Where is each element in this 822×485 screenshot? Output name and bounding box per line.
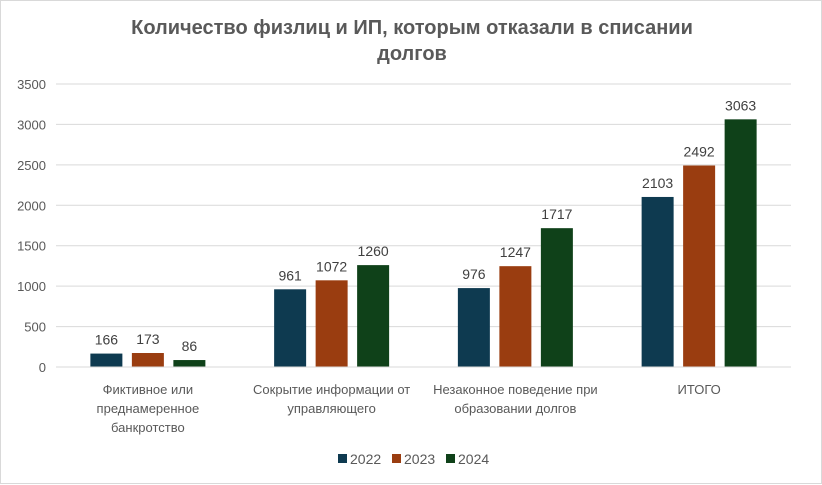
legend-swatch-2022 <box>338 454 347 463</box>
x-category-label: образовании долгов <box>454 401 576 416</box>
data-label: 166 <box>95 332 119 348</box>
data-label: 86 <box>182 338 198 354</box>
data-label: 1247 <box>500 244 531 260</box>
x-category-label: преднамеренное <box>97 401 200 416</box>
bar-2023 <box>499 266 532 367</box>
x-category-label: Сокрытие информации от <box>253 382 410 397</box>
y-tick-label: 3000 <box>17 117 46 132</box>
y-tick-label: 2000 <box>17 198 46 213</box>
y-tick-label: 3500 <box>17 77 46 92</box>
data-label: 961 <box>278 267 302 283</box>
y-tick-label: 1000 <box>17 279 46 294</box>
x-category-label: банкротство <box>111 420 185 435</box>
data-label: 2492 <box>684 144 715 160</box>
y-tick-label: 500 <box>24 320 46 335</box>
data-label: 1260 <box>358 243 389 259</box>
bar-2024 <box>724 119 757 368</box>
bar-2022 <box>90 353 123 367</box>
x-category-label: ИТОГО <box>678 382 721 397</box>
data-label: 976 <box>462 266 486 282</box>
data-label: 1717 <box>541 206 572 222</box>
x-category-label: Фиктивное или <box>103 382 193 397</box>
bar-2023 <box>131 353 164 367</box>
y-tick-label: 2500 <box>17 158 46 173</box>
x-category-label: Незаконное поведение при <box>433 382 598 397</box>
bar-2022 <box>641 196 674 367</box>
chart-title: Количество физлиц и ИП, которым отказали… <box>131 17 693 39</box>
legend-label: 2024 <box>458 451 489 467</box>
legend-label: 2022 <box>350 451 381 467</box>
bar-2024 <box>540 228 573 367</box>
bar-2022 <box>274 289 307 367</box>
legend-swatch-2024 <box>446 454 455 463</box>
data-label: 3063 <box>725 97 756 113</box>
bar-2024 <box>357 265 390 367</box>
y-tick-label: 1500 <box>17 239 46 254</box>
legend-swatch-2023 <box>392 454 401 463</box>
bar-2023 <box>683 165 716 367</box>
bar-2023 <box>315 280 348 367</box>
data-label: 173 <box>136 331 160 347</box>
data-label: 1072 <box>316 258 347 274</box>
bar-2022 <box>457 288 490 367</box>
y-tick-label: 0 <box>39 360 46 375</box>
data-label: 2103 <box>642 175 673 191</box>
legend-label: 2023 <box>404 451 435 467</box>
bar-2024 <box>173 360 206 367</box>
chart-title: долгов <box>377 43 447 65</box>
x-category-label: управляющего <box>287 401 375 416</box>
